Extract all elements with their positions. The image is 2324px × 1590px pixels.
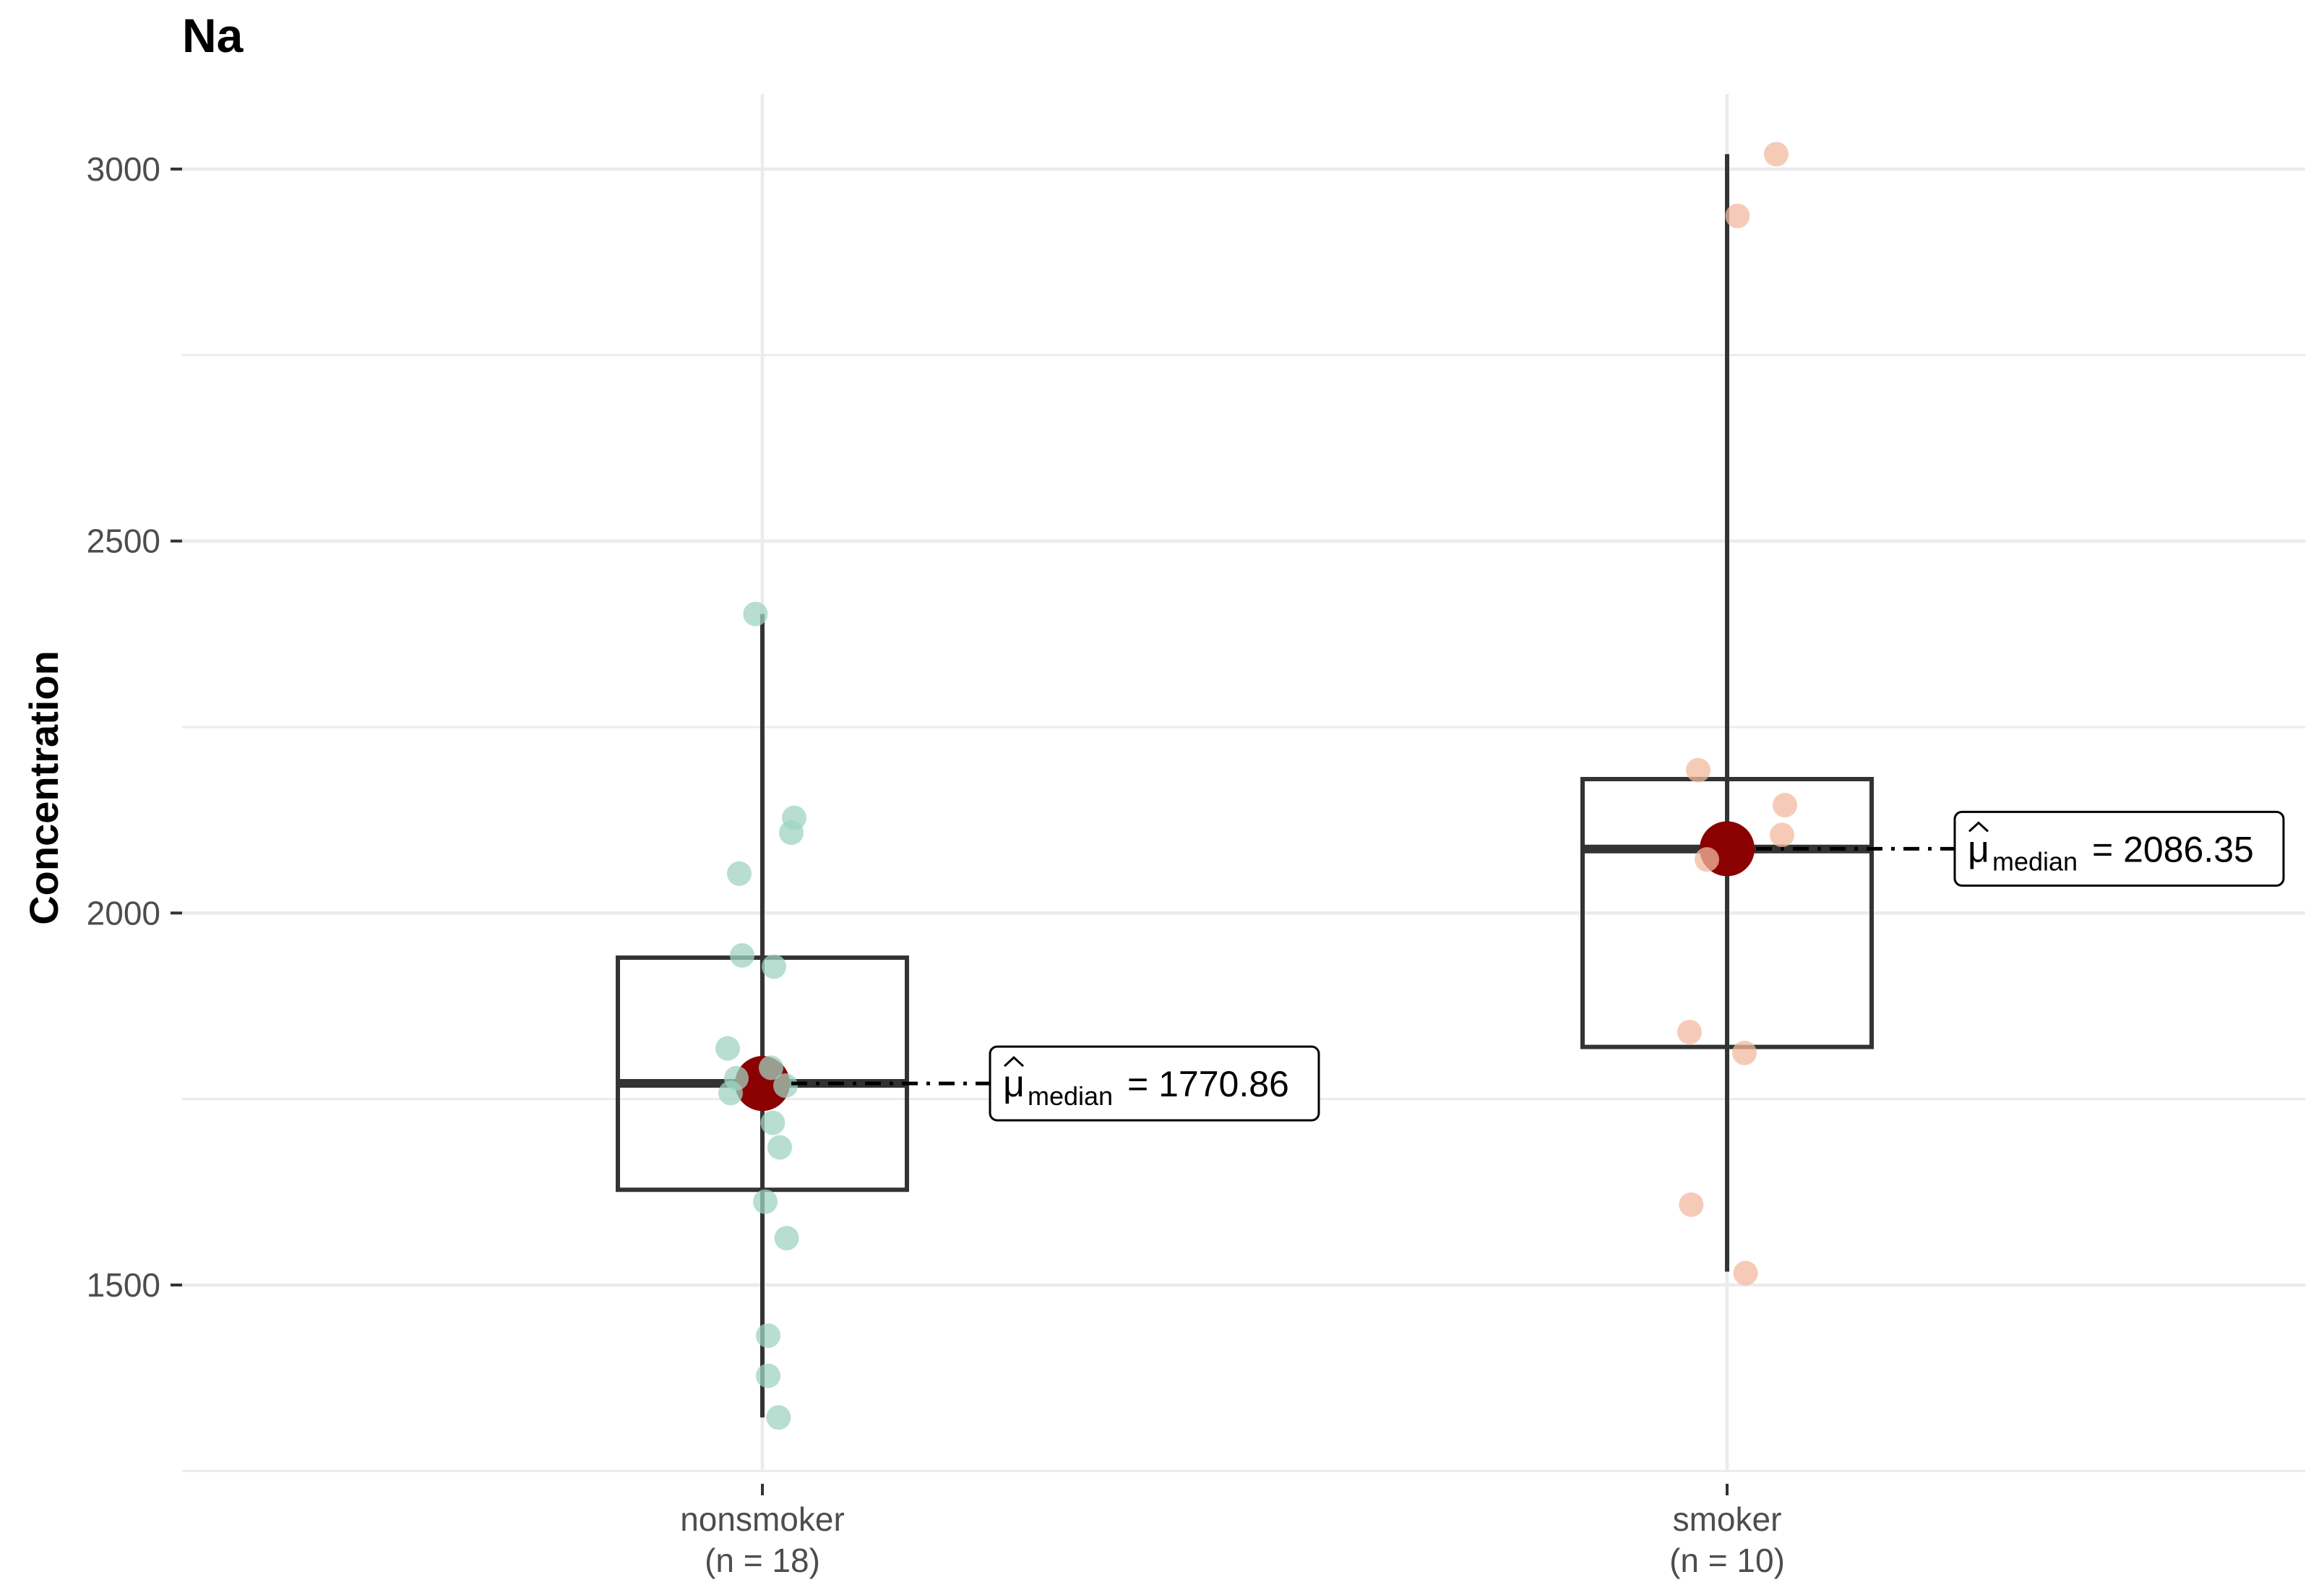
y-tick-label: 1500	[87, 1266, 160, 1304]
x-tick-count-label: (n = 10)	[1669, 1542, 1785, 1579]
data-point	[1679, 1192, 1704, 1217]
points-layer	[715, 142, 1797, 1430]
y-tick-label: 2000	[87, 894, 160, 932]
data-point	[743, 601, 768, 627]
data-point	[766, 1405, 791, 1430]
median-label-subscript: median	[1992, 846, 2078, 876]
data-point	[727, 861, 752, 886]
data-point	[718, 1080, 743, 1106]
axes-layer: 1500 2000 2500 3000 nonsmoker (n = 18) smoker (…	[87, 150, 1785, 1579]
data-point	[756, 1363, 780, 1388]
data-point	[762, 954, 786, 979]
annotation-layer: μ median = 1770.86μ median = 2086.35	[791, 810, 2285, 1122]
data-point	[759, 1055, 783, 1080]
hat-accent	[1003, 1056, 1025, 1067]
median-label-subscript: median	[1028, 1081, 1113, 1111]
grid	[182, 94, 2305, 1472]
median-label-symbol: μ	[1968, 828, 1989, 870]
median-label-box	[1953, 810, 2285, 887]
data-point	[756, 1323, 780, 1348]
data-point	[773, 1073, 798, 1099]
x-tick-label: smoker	[1673, 1500, 1782, 1538]
data-point	[1764, 142, 1789, 167]
median-label-box	[989, 1045, 1320, 1122]
data-point	[774, 1226, 799, 1251]
median-label-value: = 1770.86	[1127, 1064, 1289, 1104]
data-point	[1686, 757, 1710, 783]
x-tick-label: nonsmoker	[680, 1500, 845, 1538]
box-layer	[616, 154, 1874, 1418]
data-point	[1733, 1260, 1758, 1286]
data-point	[1725, 203, 1750, 228]
box-iqr	[1580, 777, 1874, 1049]
data-point	[1773, 793, 1797, 818]
y-tick-label: 3000	[87, 150, 160, 188]
y-axis-label: Concentration	[21, 650, 66, 925]
data-point	[1732, 1040, 1757, 1065]
data-point	[1695, 847, 1719, 872]
data-point	[1770, 822, 1794, 848]
data-point	[760, 1110, 786, 1135]
data-point	[715, 1036, 740, 1061]
chart-title: Na	[182, 9, 244, 62]
data-point	[730, 942, 754, 968]
hat-accent	[1968, 821, 1989, 833]
data-point	[1677, 1020, 1702, 1045]
median-label-symbol: μ	[1003, 1063, 1025, 1105]
data-point	[767, 1135, 792, 1160]
data-point	[753, 1189, 778, 1214]
median-label-value: = 2086.35	[2092, 829, 2254, 869]
data-point	[779, 820, 804, 846]
x-tick-count-label: (n = 18)	[705, 1542, 820, 1579]
y-tick-label: 2500	[87, 523, 160, 560]
